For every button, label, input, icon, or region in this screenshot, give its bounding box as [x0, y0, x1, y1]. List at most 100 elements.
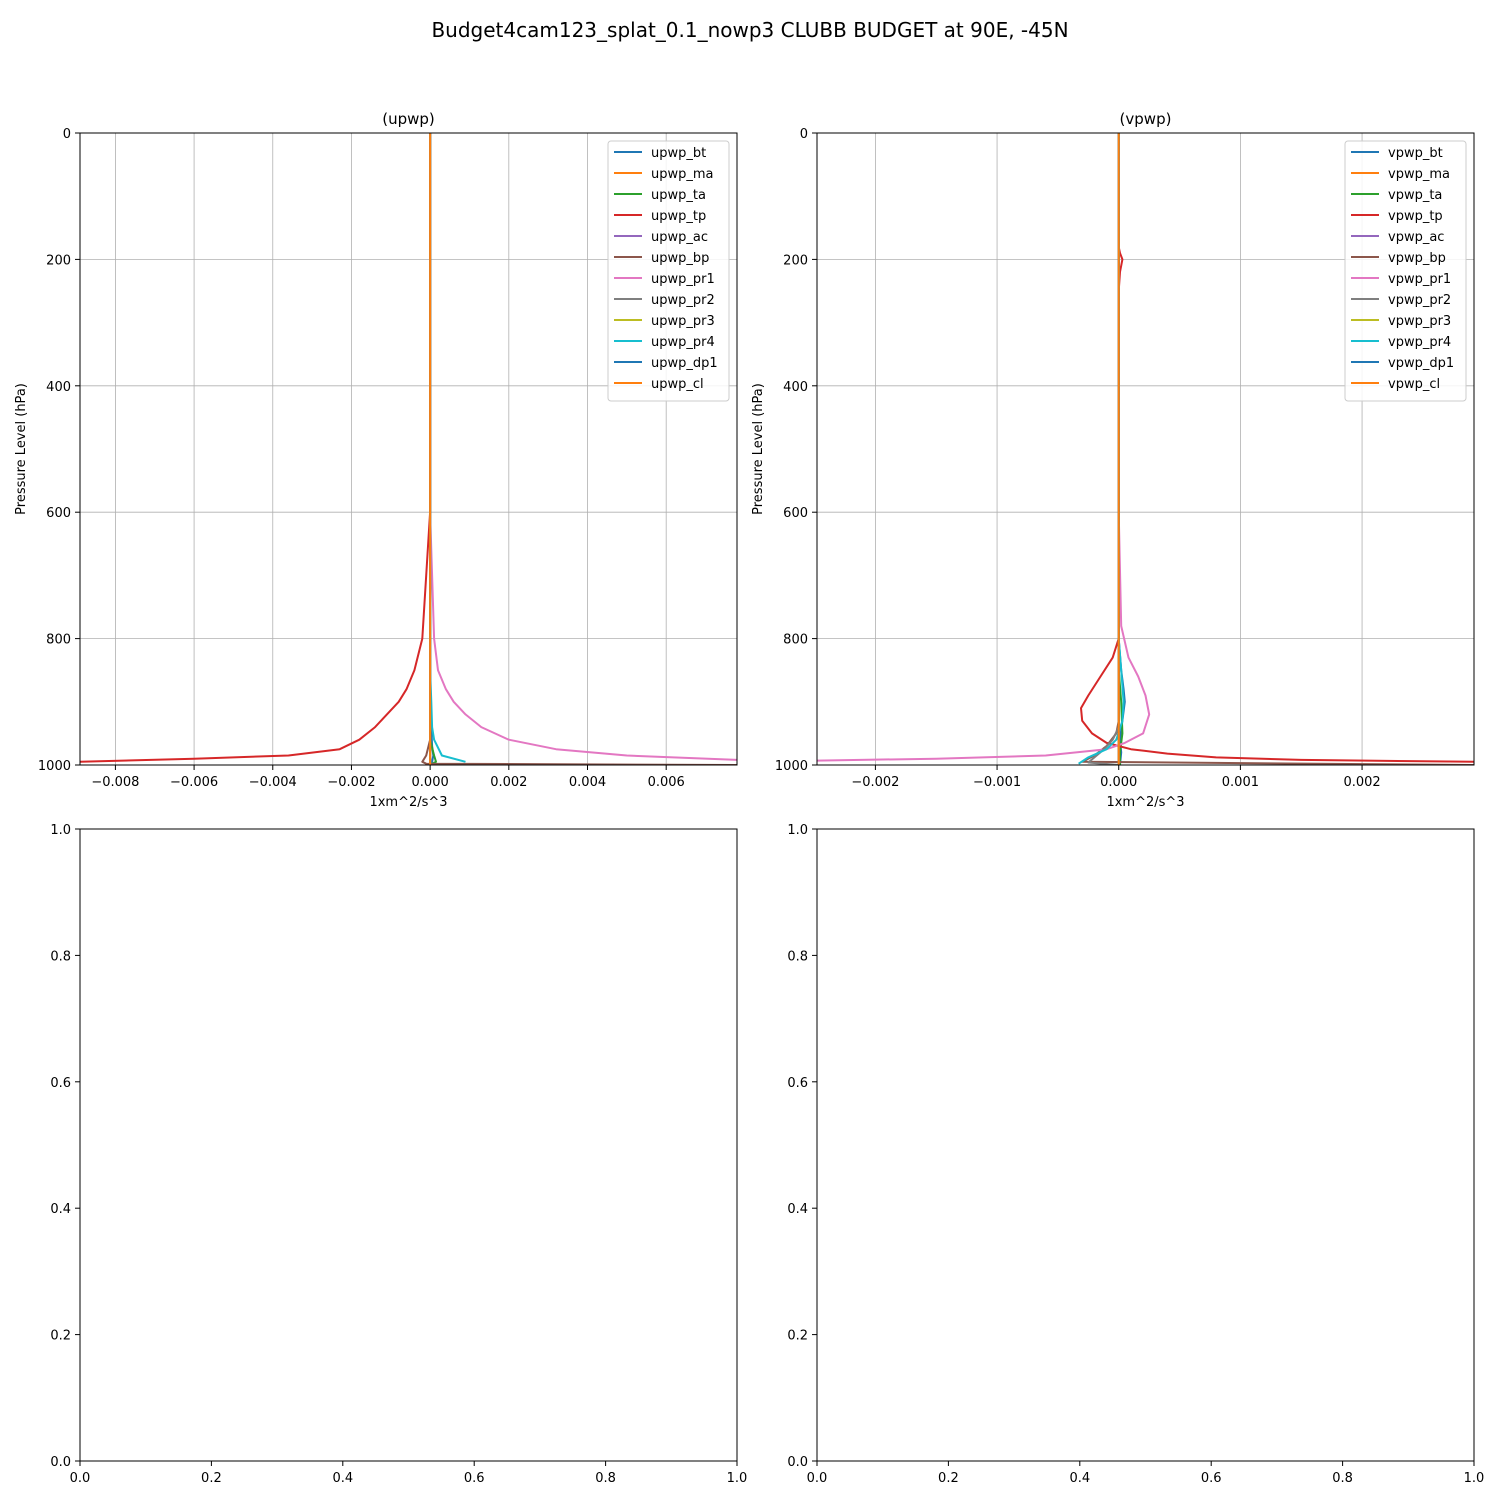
y-tick-label: 800 [46, 633, 71, 648]
legend-box [1344, 140, 1467, 402]
x-tick-label: 0.001 [1222, 775, 1259, 790]
x-tick-label: 0.002 [490, 775, 527, 790]
x-tick-label: −0.004 [249, 775, 297, 790]
x-tick-label: 1.0 [1464, 1471, 1485, 1486]
y-tick-label: 1.0 [50, 823, 71, 838]
y-tick-label: 0 [800, 127, 808, 142]
y-tick-label: 400 [783, 380, 808, 395]
y-tick-label: 1000 [775, 759, 808, 774]
plot-panel-4: 0.0 0.2 0.4 0.6 0.8 1.0 0.0 0.2 0.4 0.6 0.8 1.0 [787, 823, 1484, 1486]
x-tick-label: 0.4 [332, 1471, 353, 1486]
series-line-vpwp_pr1 [817, 133, 1151, 762]
plot-title: (upwp) [382, 110, 435, 128]
legend-label-vpwp_ta: vpwp_ta [1388, 188, 1442, 203]
y-tick-label: 0.0 [787, 1455, 808, 1470]
axes-frame [816, 132, 1475, 766]
legend-label-vpwp_pr4: vpwp_pr4 [1388, 335, 1451, 350]
legend-label-upwp_pr4: upwp_pr4 [651, 335, 715, 350]
y-tick-label: 0.8 [787, 949, 808, 964]
x-tick-label: 0.8 [1332, 1471, 1353, 1486]
legend-label-vpwp_cl: vpwp_cl [1388, 377, 1440, 392]
x-tick-label: 0.000 [412, 775, 449, 790]
series-line-upwp_tp [80, 133, 432, 763]
x-tick-label: −0.002 [851, 775, 899, 790]
y-tick-label: 0.4 [50, 1202, 71, 1217]
axes-frame [816, 828, 1475, 1462]
x-axis-label: 1xm^2/s^3 [1106, 795, 1184, 810]
legend-label-upwp_dp1: upwp_dp1 [651, 356, 718, 371]
axes-frame [79, 132, 738, 766]
x-tick-label: 0.0 [70, 1471, 91, 1486]
y-tick-label: 1.0 [787, 823, 808, 838]
y-tick-label: 0.6 [50, 1076, 71, 1091]
x-tick-label: −0.002 [327, 775, 375, 790]
legend-label-vpwp_pr2: vpwp_pr2 [1388, 293, 1451, 308]
legend-label-vpwp_ma: vpwp_ma [1388, 167, 1450, 182]
y-tick-label: 0 [63, 127, 71, 142]
legend-label-upwp_pr2: upwp_pr2 [651, 293, 715, 308]
legend-label-vpwp_bt: vpwp_bt [1388, 146, 1443, 161]
x-tick-label: 0.4 [1069, 1471, 1090, 1486]
legend-label-vpwp_ac: vpwp_ac [1388, 230, 1444, 245]
legend-label-vpwp_dp1: vpwp_dp1 [1388, 356, 1454, 371]
x-tick-label: −0.006 [170, 775, 218, 790]
legend-label-upwp_ac: upwp_ac [651, 230, 708, 245]
y-tick-label: 1000 [38, 759, 71, 774]
x-tick-label: −0.001 [973, 775, 1021, 790]
x-tick-label: 0.000 [1100, 775, 1137, 790]
plot-panel-2: −0.002 −0.001 0.000 0.001 0.002 0 200 400 600 800… [751, 110, 1475, 810]
axes-frame [79, 828, 738, 1462]
legend-label-upwp_pr1: upwp_pr1 [651, 272, 715, 287]
legend: upwp_bt upwp_ma upwp_ta upwp_tp upwp_ac upwp_… [607, 140, 730, 402]
y-tick-label: 0.2 [50, 1329, 71, 1344]
x-tick-label: 1.0 [727, 1471, 748, 1486]
x-tick-label: 0.004 [569, 775, 606, 790]
x-axis-label: 1xm^2/s^3 [369, 795, 447, 810]
y-tick-label: 800 [783, 633, 808, 648]
y-axis-label: Pressure Level (hPa) [14, 383, 29, 515]
legend-label-upwp_ma: upwp_ma [651, 167, 714, 182]
plot-title: (vpwp) [1120, 110, 1172, 128]
series-line-vpwp_tp [1080, 133, 1474, 763]
legend: vpwp_bt vpwp_ma vpwp_ta vpwp_tp vpwp_ac vpwp_… [1344, 140, 1467, 402]
figure-title: Budget4cam123_splat_0.1_nowp3 CLUBB BUDG… [431, 18, 1068, 42]
legend-box [607, 140, 730, 402]
y-tick-label: 600 [46, 506, 71, 521]
x-tick-label: 0.002 [1343, 775, 1380, 790]
legend-label-upwp_cl: upwp_cl [651, 377, 704, 392]
series-group [80, 133, 737, 765]
legend-label-upwp_ta: upwp_ta [651, 188, 706, 203]
x-tick-label: 0.0 [807, 1471, 828, 1486]
y-tick-label: 200 [783, 253, 808, 268]
y-tick-label: 400 [46, 380, 71, 395]
legend-label-vpwp_tp: vpwp_tp [1388, 209, 1443, 224]
series-line-upwp_pr1 [429, 133, 737, 761]
x-tick-label: 0.2 [201, 1471, 222, 1486]
legend-label-upwp_bp: upwp_bp [651, 251, 709, 266]
legend-label-upwp_tp: upwp_tp [651, 209, 706, 224]
x-tick-label: 0.006 [648, 775, 685, 790]
series-group [817, 133, 1474, 765]
plot-panel-1: −0.008 −0.006 −0.004 −0.002 0.000 0.002 0.004 0… [14, 110, 738, 810]
x-tick-label: −0.008 [91, 775, 139, 790]
legend-label-vpwp_pr3: vpwp_pr3 [1388, 314, 1451, 329]
x-tick-label: 0.8 [595, 1471, 616, 1486]
y-axis-label: Pressure Level (hPa) [751, 383, 766, 515]
y-tick-label: 200 [46, 253, 71, 268]
y-tick-label: 0.8 [50, 949, 71, 964]
legend-label-vpwp_bp: vpwp_bp [1388, 251, 1446, 266]
y-tick-label: 0.2 [787, 1329, 808, 1344]
y-tick-label: 0.4 [787, 1202, 808, 1217]
y-tick-label: 600 [783, 506, 808, 521]
x-tick-label: 0.6 [464, 1471, 485, 1486]
y-tick-label: 0.6 [787, 1076, 808, 1091]
legend-label-upwp_pr3: upwp_pr3 [651, 314, 715, 329]
x-tick-label: 0.6 [1201, 1471, 1222, 1486]
plot-panel-3: 0.0 0.2 0.4 0.6 0.8 1.0 0.0 0.2 0.4 0.6 0.8 1.0 [50, 823, 747, 1486]
x-tick-label: 0.2 [938, 1471, 959, 1486]
legend-label-vpwp_pr1: vpwp_pr1 [1388, 272, 1451, 287]
legend-label-upwp_bt: upwp_bt [651, 146, 706, 161]
y-tick-label: 0.0 [50, 1455, 71, 1470]
